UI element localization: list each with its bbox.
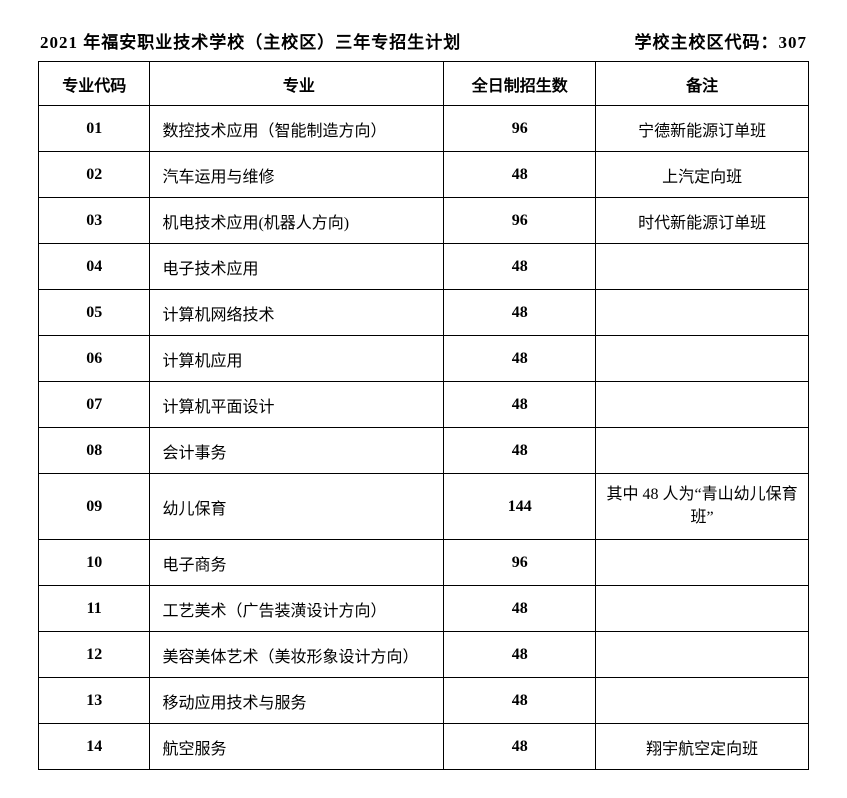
cell-name: 航空服务 xyxy=(150,724,444,770)
table-row: 13移动应用技术与服务48 xyxy=(39,678,809,724)
cell-remark xyxy=(596,244,809,290)
table-row: 06计算机应用48 xyxy=(39,336,809,382)
cell-count: 48 xyxy=(444,678,596,724)
cell-name: 电子技术应用 xyxy=(150,244,444,290)
cell-name: 计算机平面设计 xyxy=(150,382,444,428)
cell-count: 48 xyxy=(444,586,596,632)
col-header-code: 专业代码 xyxy=(39,62,150,106)
cell-count: 48 xyxy=(444,152,596,198)
table-row: 09幼儿保育144其中 48 人为“青山幼儿保育班” xyxy=(39,474,809,540)
cell-remark: 时代新能源订单班 xyxy=(596,198,809,244)
cell-remark xyxy=(596,290,809,336)
cell-code: 04 xyxy=(39,244,150,290)
cell-code: 14 xyxy=(39,724,150,770)
cell-remark xyxy=(596,382,809,428)
cell-count: 48 xyxy=(444,428,596,474)
cell-code: 02 xyxy=(39,152,150,198)
page-title: 2021 年福安职业技术学校（主校区）三年专招生计划 xyxy=(40,28,461,53)
table-row: 01数控技术应用（智能制造方向）96宁德新能源订单班 xyxy=(39,106,809,152)
table-row: 05计算机网络技术48 xyxy=(39,290,809,336)
cell-name: 数控技术应用（智能制造方向） xyxy=(150,106,444,152)
cell-remark: 上汽定向班 xyxy=(596,152,809,198)
cell-name: 工艺美术（广告装潢设计方向） xyxy=(150,586,444,632)
col-header-name: 专业 xyxy=(150,62,444,106)
table-header-row: 专业代码 专业 全日制招生数 备注 xyxy=(39,62,809,106)
cell-code: 12 xyxy=(39,632,150,678)
cell-remark: 其中 48 人为“青山幼儿保育班” xyxy=(596,474,809,540)
cell-remark xyxy=(596,428,809,474)
cell-remark xyxy=(596,540,809,586)
cell-code: 07 xyxy=(39,382,150,428)
enrollment-table: 专业代码 专业 全日制招生数 备注 01数控技术应用（智能制造方向）96宁德新能… xyxy=(38,61,809,770)
cell-name: 计算机网络技术 xyxy=(150,290,444,336)
cell-count: 48 xyxy=(444,290,596,336)
cell-name: 幼儿保育 xyxy=(150,474,444,540)
cell-remark xyxy=(596,632,809,678)
header-row: 2021 年福安职业技术学校（主校区）三年专招生计划 学校主校区代码：307 xyxy=(38,28,809,53)
table-row: 08会计事务48 xyxy=(39,428,809,474)
cell-name: 移动应用技术与服务 xyxy=(150,678,444,724)
table-row: 07计算机平面设计48 xyxy=(39,382,809,428)
cell-code: 09 xyxy=(39,474,150,540)
cell-count: 96 xyxy=(444,198,596,244)
cell-count: 48 xyxy=(444,382,596,428)
table-body: 01数控技术应用（智能制造方向）96宁德新能源订单班02汽车运用与维修48上汽定… xyxy=(39,106,809,770)
cell-remark: 翔宇航空定向班 xyxy=(596,724,809,770)
cell-remark: 宁德新能源订单班 xyxy=(596,106,809,152)
col-header-remark: 备注 xyxy=(596,62,809,106)
cell-code: 08 xyxy=(39,428,150,474)
cell-code: 10 xyxy=(39,540,150,586)
cell-code: 06 xyxy=(39,336,150,382)
cell-count: 96 xyxy=(444,540,596,586)
cell-code: 05 xyxy=(39,290,150,336)
cell-count: 48 xyxy=(444,336,596,382)
cell-remark xyxy=(596,586,809,632)
col-header-count: 全日制招生数 xyxy=(444,62,596,106)
cell-remark xyxy=(596,678,809,724)
cell-count: 96 xyxy=(444,106,596,152)
cell-count: 48 xyxy=(444,632,596,678)
cell-code: 01 xyxy=(39,106,150,152)
table-row: 14航空服务48翔宇航空定向班 xyxy=(39,724,809,770)
table-row: 10电子商务96 xyxy=(39,540,809,586)
cell-code: 03 xyxy=(39,198,150,244)
cell-count: 48 xyxy=(444,244,596,290)
table-row: 11工艺美术（广告装潢设计方向）48 xyxy=(39,586,809,632)
cell-code: 13 xyxy=(39,678,150,724)
cell-name: 计算机应用 xyxy=(150,336,444,382)
cell-count: 144 xyxy=(444,474,596,540)
cell-name: 电子商务 xyxy=(150,540,444,586)
table-row: 04电子技术应用48 xyxy=(39,244,809,290)
cell-code: 11 xyxy=(39,586,150,632)
table-row: 03机电技术应用(机器人方向)96时代新能源订单班 xyxy=(39,198,809,244)
cell-name: 机电技术应用(机器人方向) xyxy=(150,198,444,244)
table-row: 02汽车运用与维修48上汽定向班 xyxy=(39,152,809,198)
cell-remark xyxy=(596,336,809,382)
cell-count: 48 xyxy=(444,724,596,770)
table-row: 12美容美体艺术（美妆形象设计方向）48 xyxy=(39,632,809,678)
cell-name: 会计事务 xyxy=(150,428,444,474)
cell-name: 汽车运用与维修 xyxy=(150,152,444,198)
school-code: 学校主校区代码：307 xyxy=(635,28,808,53)
cell-name: 美容美体艺术（美妆形象设计方向） xyxy=(150,632,444,678)
